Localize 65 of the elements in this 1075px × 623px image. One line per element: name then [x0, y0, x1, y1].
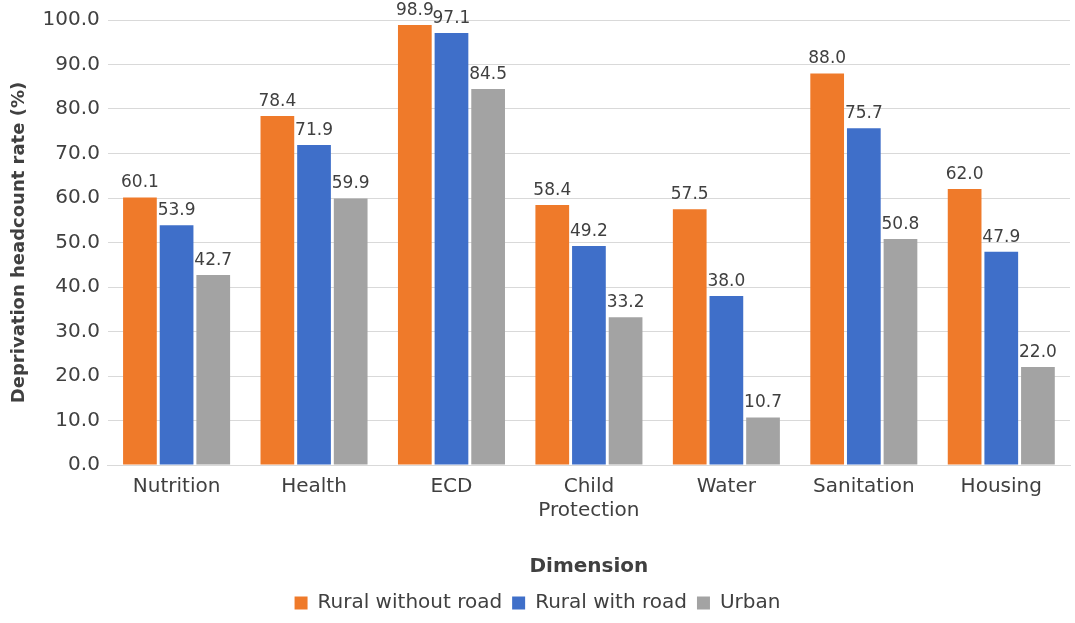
data-label: 98.9	[395, 0, 434, 19]
y-tick-label: 10.0	[55, 406, 100, 431]
y-tick-label: 0.0	[68, 451, 100, 476]
x-tick-label: ECD	[430, 473, 473, 498]
y-tick-label: 30.0	[55, 317, 100, 342]
bar	[260, 116, 295, 465]
legend-label: Urban	[719, 589, 781, 614]
y-tick-label: 90.0	[55, 50, 100, 75]
data-label: 33.2	[606, 291, 645, 312]
data-label: 22.0	[1019, 341, 1057, 362]
data-label: 71.9	[295, 118, 333, 139]
data-label: 78.4	[258, 90, 297, 111]
bar	[1021, 367, 1055, 465]
data-label: 10.7	[744, 391, 782, 412]
y-tick-label: 20.0	[55, 362, 100, 387]
bar	[471, 88, 505, 465]
y-axis-title: Deprivation headcount rate (%)	[7, 81, 29, 404]
data-label: 47.9	[982, 225, 1021, 246]
bar	[535, 205, 570, 465]
bar	[333, 198, 368, 465]
x-tick-label: Water	[696, 473, 757, 498]
legend-label: Rural with road	[535, 589, 687, 614]
x-tick-label: Housing	[960, 473, 1042, 498]
x-tick-label: Child Protection	[538, 473, 640, 522]
x-tick-label: Nutrition	[132, 473, 221, 498]
data-label: 53.9	[157, 199, 196, 220]
bar	[297, 145, 331, 465]
bar	[434, 32, 469, 465]
data-label: 49.2	[570, 219, 608, 240]
y-tick-label: 80.0	[55, 95, 100, 120]
bar	[883, 238, 918, 465]
bar	[397, 24, 432, 465]
bar	[846, 128, 881, 465]
legend-label: Rural without road	[317, 589, 503, 614]
data-label: 50.8	[881, 212, 920, 233]
data-label: 57.5	[670, 183, 709, 204]
bar	[984, 251, 1019, 465]
bar	[159, 225, 194, 465]
data-label: 75.7	[844, 102, 883, 123]
data-label: 88.0	[808, 47, 847, 68]
data-label: 38.0	[707, 269, 746, 290]
data-label: 84.5	[469, 62, 508, 83]
x-tick-label: Health	[281, 473, 347, 498]
bar	[123, 197, 157, 465]
y-tick-label: 100.0	[42, 6, 100, 31]
data-label: 60.1	[121, 171, 159, 192]
x-axis-title: Dimension	[529, 553, 649, 578]
bar	[746, 417, 780, 465]
y-tick-label: 50.0	[55, 228, 100, 253]
data-label: 62.0	[945, 163, 984, 184]
bar	[672, 209, 707, 465]
data-label: 42.7	[194, 248, 233, 269]
y-tick-label: 40.0	[55, 273, 100, 298]
y-tick-label: 70.0	[55, 139, 100, 164]
data-label: 59.9	[331, 172, 370, 193]
y-tick-label: 60.0	[55, 184, 100, 209]
data-label: 58.4	[533, 179, 572, 200]
x-tick-label: Sanitation	[813, 473, 915, 498]
bar	[608, 317, 643, 465]
bar	[196, 274, 231, 465]
bar	[709, 295, 744, 465]
data-label: 97.1	[432, 6, 471, 27]
bar	[572, 246, 606, 465]
bar	[947, 189, 982, 465]
bar	[810, 73, 845, 465]
